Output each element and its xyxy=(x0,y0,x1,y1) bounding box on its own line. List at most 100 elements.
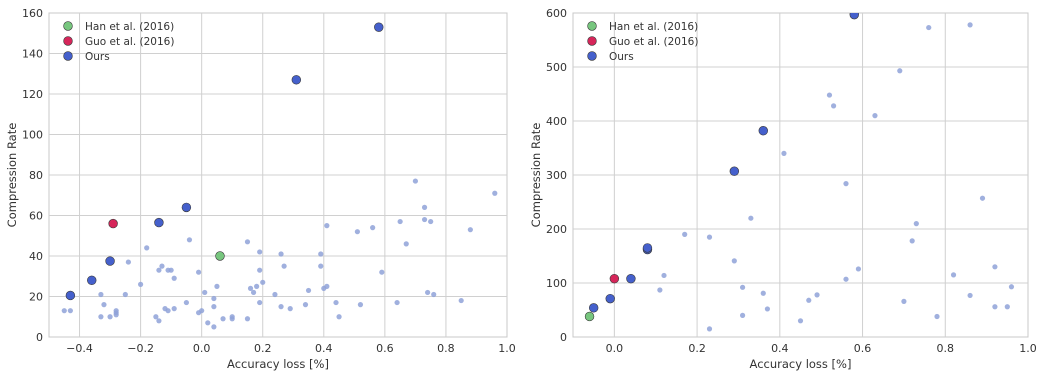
background-point xyxy=(113,312,119,318)
series-point-guo xyxy=(609,273,620,284)
y-tick-label: 60 xyxy=(29,210,43,223)
series-point-han xyxy=(215,251,225,261)
background-point xyxy=(302,302,309,308)
background-point xyxy=(171,306,177,312)
background-point xyxy=(814,292,820,298)
background-point xyxy=(107,314,113,320)
legend-label: Han et al. (2016) xyxy=(609,21,698,33)
background-point xyxy=(211,304,217,310)
points-layer xyxy=(61,22,498,330)
background-point xyxy=(281,263,287,269)
chart-2: 0.0 0.2 0.4 0.6 0.8 1.0 0 100 200 300 400 500 600 Acc… xyxy=(529,7,1037,371)
chart-1: −0.4 −0.2 0.0 0.2 0.4 0.6 0.8 1.0 0 20 40 60 80 100 12… xyxy=(5,7,516,371)
x-tick-label: 0.6 xyxy=(854,342,872,355)
background-point xyxy=(61,308,67,314)
background-point xyxy=(394,299,400,306)
background-point xyxy=(101,302,107,308)
x-tick-label: −0.4 xyxy=(66,342,93,355)
background-point xyxy=(272,291,278,298)
x-tick-label: 0.8 xyxy=(937,342,955,355)
background-point xyxy=(909,238,915,244)
background-point xyxy=(781,150,787,156)
y-tick-label: 600 xyxy=(546,7,567,20)
series-point-ours xyxy=(849,13,859,20)
x-tick-label: 0.6 xyxy=(376,342,394,355)
x-tick-label: 0.4 xyxy=(315,342,333,355)
legend-marker xyxy=(587,51,597,61)
background-point xyxy=(855,266,862,272)
background-point xyxy=(428,218,434,225)
x-tick-label: 0.0 xyxy=(606,342,624,355)
background-point xyxy=(113,308,119,314)
y-tick-label: 120 xyxy=(22,88,43,101)
background-point xyxy=(979,195,986,201)
background-point xyxy=(760,290,766,296)
background-point xyxy=(843,181,849,187)
y-tick-label: 80 xyxy=(29,169,43,182)
legend-label: Guo et al. (2016) xyxy=(85,36,174,48)
x-tick-label: 0.0 xyxy=(193,342,211,355)
background-point xyxy=(229,316,235,322)
series-point-ours xyxy=(605,293,615,304)
series-point-ours xyxy=(626,273,636,284)
background-point xyxy=(254,283,260,289)
background-point xyxy=(748,215,754,221)
background-point xyxy=(967,292,973,299)
background-point xyxy=(379,269,385,275)
background-point xyxy=(950,272,957,278)
x-axis-label: Accuracy loss [%] xyxy=(750,357,852,371)
background-point xyxy=(156,318,162,324)
background-point xyxy=(168,267,174,273)
background-point xyxy=(806,297,812,303)
background-point xyxy=(318,263,324,269)
legend: Han et al. (2016) Guo et al. (2016) Ours xyxy=(63,21,174,63)
background-point xyxy=(156,267,162,273)
background-point xyxy=(324,223,330,229)
background-point xyxy=(202,289,208,296)
background-point xyxy=(992,304,998,310)
background-point xyxy=(872,113,878,119)
legend-label: Ours xyxy=(609,51,634,63)
background-point xyxy=(144,245,150,251)
legend-marker xyxy=(63,51,73,61)
legend-marker xyxy=(63,36,73,46)
x-tick-label: 0.4 xyxy=(771,342,789,355)
x-tick-label: 1.0 xyxy=(498,342,516,355)
background-point xyxy=(913,221,919,227)
y-tick-label: 300 xyxy=(546,169,567,182)
background-point xyxy=(122,291,128,298)
series-point-ours xyxy=(374,22,384,32)
background-point xyxy=(739,284,746,290)
background-point xyxy=(138,281,144,287)
legend-label: Guo et al. (2016) xyxy=(609,36,698,48)
x-tick-label: 0.8 xyxy=(437,342,455,355)
background-point xyxy=(333,299,339,306)
background-point xyxy=(403,241,409,247)
background-point xyxy=(324,283,330,289)
x-tick-label: −0.2 xyxy=(127,342,154,355)
series-point-ours xyxy=(105,256,115,266)
legend-marker xyxy=(587,36,597,46)
background-point xyxy=(220,316,226,322)
background-point xyxy=(421,216,428,223)
background-point xyxy=(897,68,903,74)
background-point xyxy=(926,24,932,31)
background-point xyxy=(397,218,403,225)
background-point xyxy=(934,313,940,320)
y-tick-label: 40 xyxy=(29,250,43,263)
background-point xyxy=(967,22,973,28)
background-point xyxy=(250,289,257,296)
background-point xyxy=(98,291,104,298)
y-axis-label: Compression Rate xyxy=(529,123,543,228)
x-tick-label: 1.0 xyxy=(1019,342,1037,355)
series-point-han xyxy=(584,311,595,322)
legend-marker xyxy=(63,21,73,31)
background-point xyxy=(214,283,220,289)
background-point xyxy=(244,316,251,322)
background-point xyxy=(98,314,104,320)
background-point xyxy=(1004,304,1010,310)
series-point-ours xyxy=(181,202,192,213)
background-point xyxy=(153,314,159,320)
background-point xyxy=(257,249,263,255)
